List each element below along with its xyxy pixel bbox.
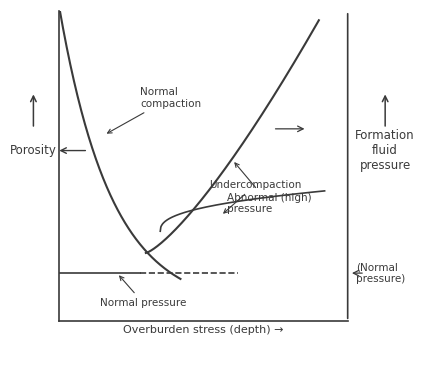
Text: Normal pressure: Normal pressure bbox=[100, 276, 186, 308]
Text: Undercompaction: Undercompaction bbox=[209, 180, 301, 213]
X-axis label: Overburden stress (depth) →: Overburden stress (depth) → bbox=[123, 325, 284, 335]
Text: Abnormal (high)
pressure: Abnormal (high) pressure bbox=[226, 163, 311, 214]
Text: Formation
fluid
pressure: Formation fluid pressure bbox=[355, 129, 415, 172]
Text: Normal
compaction: Normal compaction bbox=[108, 87, 201, 133]
Text: (Normal
pressure): (Normal pressure) bbox=[356, 262, 406, 284]
Text: Porosity: Porosity bbox=[10, 144, 57, 157]
